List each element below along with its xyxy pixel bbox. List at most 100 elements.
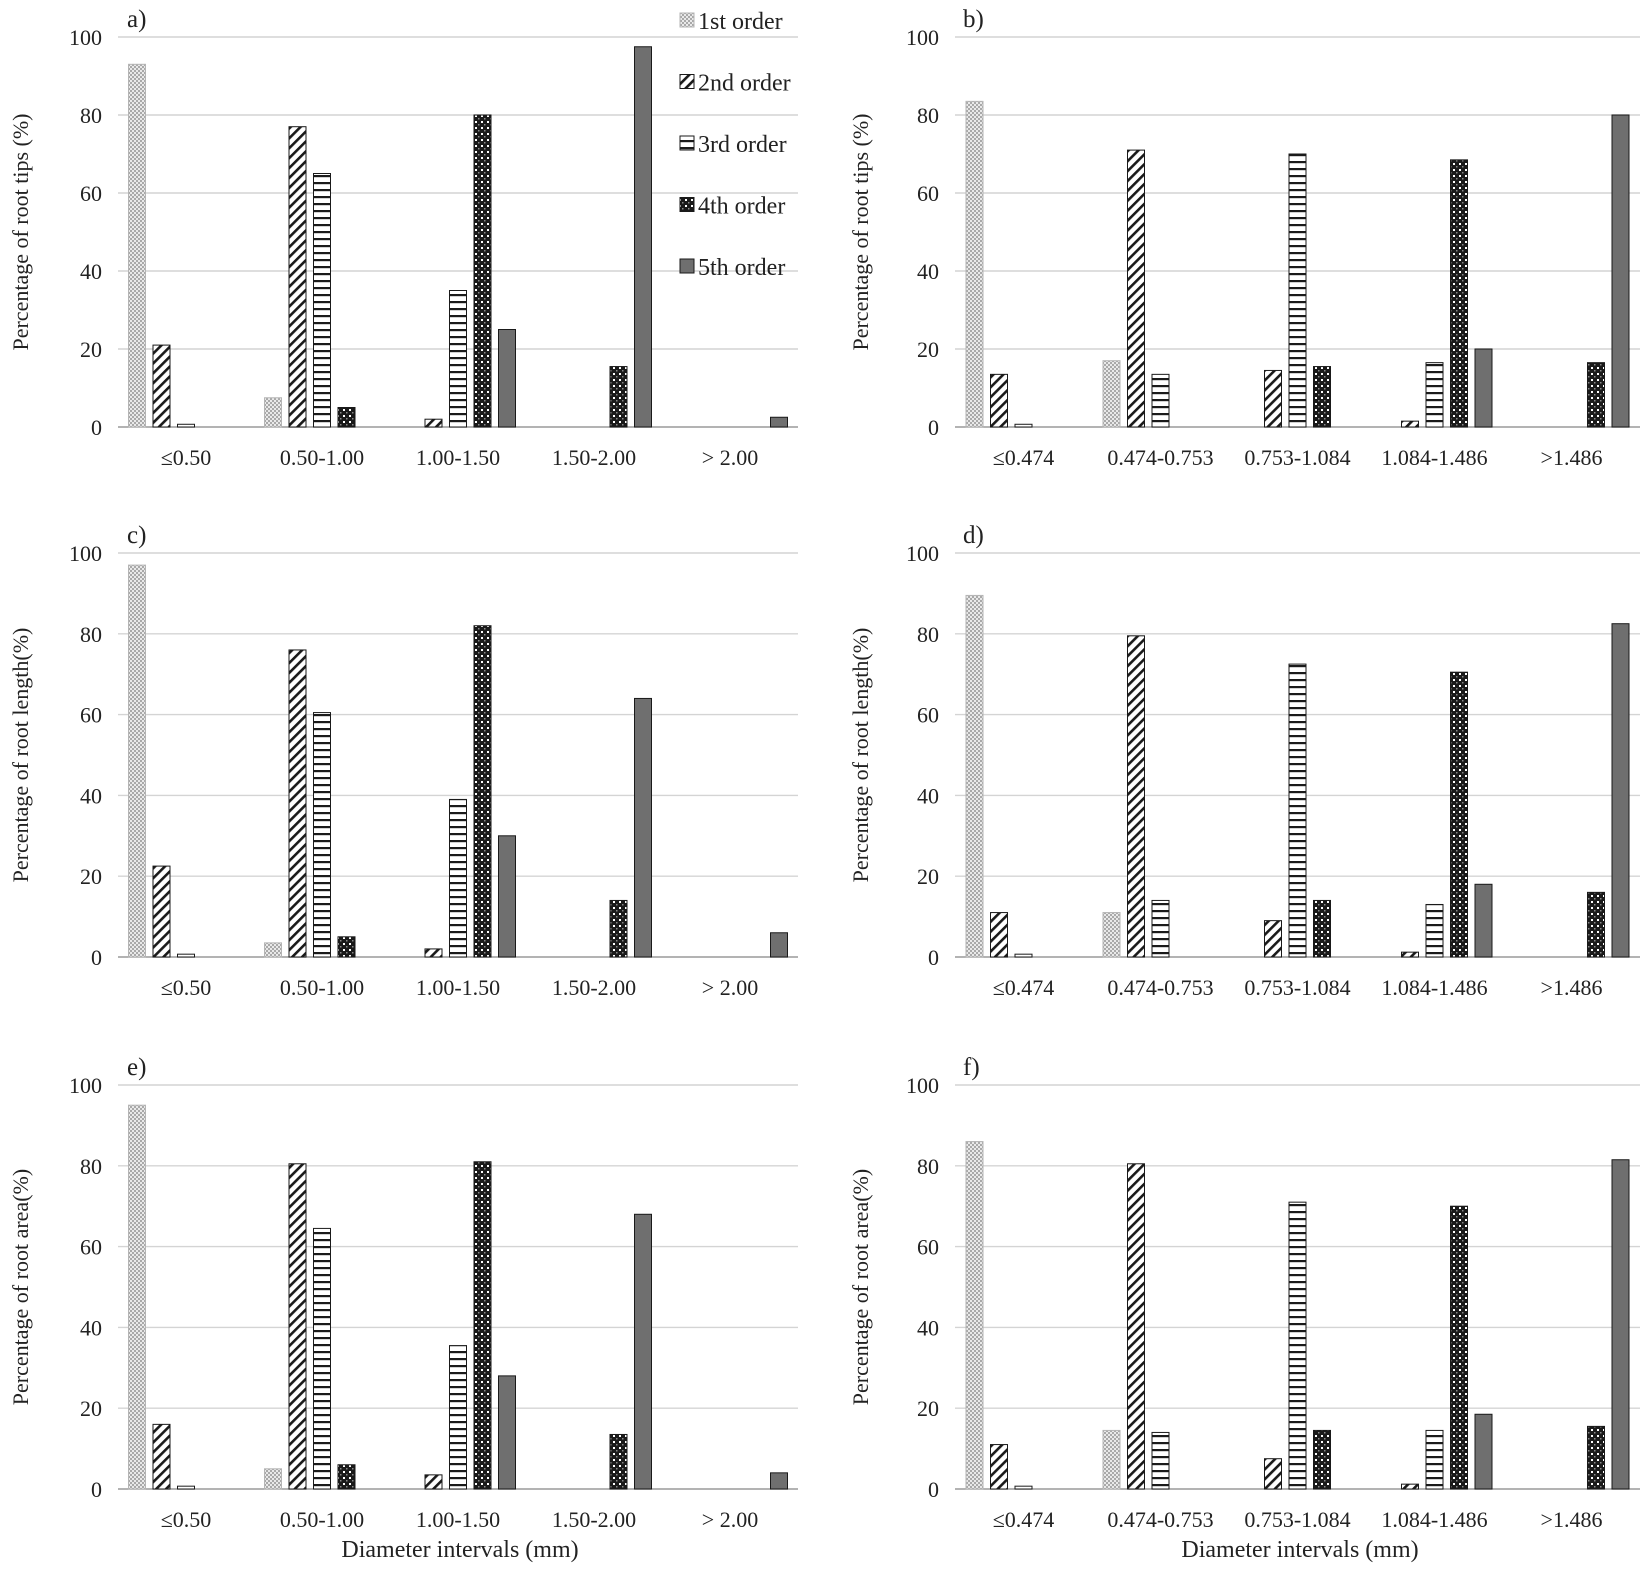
bar-3rd-order — [1425, 903, 1444, 958]
bar-4th-order — [337, 407, 356, 428]
y-tick-label: 40 — [80, 259, 102, 284]
x-tick-label: 1.50-2.00 — [552, 975, 636, 1000]
y-axis-label: Percentage of root area(%) — [848, 1169, 873, 1405]
bar-2nd-order — [1401, 951, 1419, 958]
panel-label: f) — [963, 1054, 980, 1081]
bar-2nd-order — [1401, 420, 1419, 428]
bar-5th-order — [1611, 114, 1630, 428]
y-tick-label: 80 — [917, 622, 939, 647]
bar-3rd-order — [1151, 1431, 1170, 1490]
legend-swatch — [679, 74, 695, 89]
y-tick-label: 0 — [928, 1477, 939, 1502]
bar-3rd-order — [313, 173, 331, 428]
y-tick-label: 60 — [917, 181, 939, 206]
x-tick-label: 1.084-1.486 — [1381, 1507, 1487, 1532]
bar-1st-order — [1102, 1429, 1121, 1490]
bar-2nd-order — [1401, 1483, 1419, 1490]
bar-4th-order — [1313, 366, 1331, 428]
bar-5th-order — [770, 1472, 788, 1490]
bar-4th-order — [609, 1433, 628, 1490]
y-tick-label: 40 — [917, 259, 939, 284]
bar-3rd-order — [1425, 362, 1444, 428]
x-tick-label: 0.753-1.084 — [1244, 445, 1350, 470]
x-tick-label: 0.474-0.753 — [1107, 1507, 1213, 1532]
x-tick-label: 0.50-1.00 — [280, 1507, 364, 1532]
x-tick-label: 0.474-0.753 — [1107, 975, 1213, 1000]
legend-label: 2nd order — [698, 71, 791, 97]
panel-d: 0 20 40 60 80 100 Percentage of root length(%)… — [848, 522, 1640, 1000]
bar-4th-order — [1450, 1205, 1468, 1490]
bar-1st-order — [264, 942, 282, 958]
legend-swatch — [679, 197, 695, 212]
x-tick-label: ≤0.474 — [993, 445, 1055, 470]
y-tick-label: 0 — [928, 945, 939, 970]
bar-2nd-order — [152, 865, 171, 958]
bar-4th-order — [473, 114, 492, 428]
x-tick-label: > 2.00 — [702, 445, 758, 470]
bar-4th-order — [473, 625, 492, 958]
x-tick-label: ≤0.474 — [993, 1507, 1055, 1532]
y-tick-label: 20 — [80, 337, 102, 362]
bar-5th-order — [1474, 1413, 1493, 1490]
y-tick-label: 60 — [80, 181, 102, 206]
bar-5th-order — [498, 1375, 516, 1490]
y-tick-label: 40 — [80, 1315, 102, 1340]
y-tick-label: 0 — [91, 945, 102, 970]
y-tick-label: 100 — [69, 541, 102, 566]
y-tick-label: 80 — [80, 622, 102, 647]
bar-4th-order — [473, 1161, 492, 1490]
x-tick-label: >1.486 — [1541, 1507, 1603, 1532]
panel-b: 0 20 40 60 80 100 Percentage of root tips (%) b… — [848, 6, 1640, 470]
y-tick-label: 100 — [906, 25, 939, 50]
bar-1st-order — [965, 100, 984, 428]
bar-3rd-order — [313, 712, 331, 958]
x-tick-label: ≤0.474 — [993, 975, 1055, 1000]
bar-3rd-order — [177, 1485, 195, 1490]
y-tick-label: 20 — [917, 1396, 939, 1421]
bar-5th-order — [498, 329, 516, 428]
bar-5th-order — [634, 697, 652, 958]
bar-4th-order — [609, 899, 628, 958]
bar-3rd-order — [449, 1345, 467, 1490]
bar-3rd-order — [1288, 153, 1307, 428]
panels: 0 20 40 60 80 100 Percentage of root tips (%) a… — [8, 6, 1640, 1532]
bar-2nd-order — [288, 126, 307, 428]
x-tick-label: 1.50-2.00 — [552, 1507, 636, 1532]
bar-4th-order — [1450, 671, 1468, 958]
bar-4th-order — [1587, 362, 1605, 428]
y-axis-label: Percentage of root area(%) — [8, 1169, 33, 1405]
y-tick-label: 100 — [906, 1073, 939, 1098]
y-tick-label: 40 — [917, 783, 939, 808]
bar-1st-order — [128, 564, 146, 958]
y-tick-label: 20 — [80, 1396, 102, 1421]
bar-2nd-order — [1127, 149, 1145, 428]
x-tick-label: ≤0.50 — [161, 445, 212, 470]
panel-f: 0 20 40 60 80 100 Percentage of root area(%) f)… — [848, 1054, 1640, 1532]
bar-3rd-order — [177, 953, 195, 958]
x-tick-label: ≤0.50 — [161, 1507, 212, 1532]
y-tick-label: 40 — [80, 783, 102, 808]
bar-2nd-order — [424, 948, 443, 958]
bar-4th-order — [609, 366, 628, 428]
x-tick-label: 1.084-1.486 — [1381, 975, 1487, 1000]
bar-2nd-order — [1264, 1458, 1282, 1490]
x-tick-label: ≤0.50 — [161, 975, 212, 1000]
y-tick-label: 60 — [80, 703, 102, 728]
bar-1st-order — [965, 594, 984, 958]
y-tick-label: 80 — [80, 103, 102, 128]
y-axis-label: Percentage of root tips (%) — [848, 113, 873, 350]
panel-label: c) — [127, 522, 146, 549]
bar-5th-order — [770, 932, 788, 958]
bar-4th-order — [337, 1464, 356, 1490]
y-tick-label: 100 — [69, 1073, 102, 1098]
bar-5th-order — [1474, 348, 1493, 428]
y-tick-label: 0 — [928, 415, 939, 440]
bar-4th-order — [1450, 159, 1468, 428]
bar-5th-order — [634, 46, 652, 428]
bar-2nd-order — [990, 1444, 1008, 1490]
legend-swatch — [679, 12, 695, 28]
bar-2nd-order — [288, 1163, 307, 1490]
bar-5th-order — [1474, 883, 1493, 958]
panel-label: d) — [963, 522, 984, 549]
